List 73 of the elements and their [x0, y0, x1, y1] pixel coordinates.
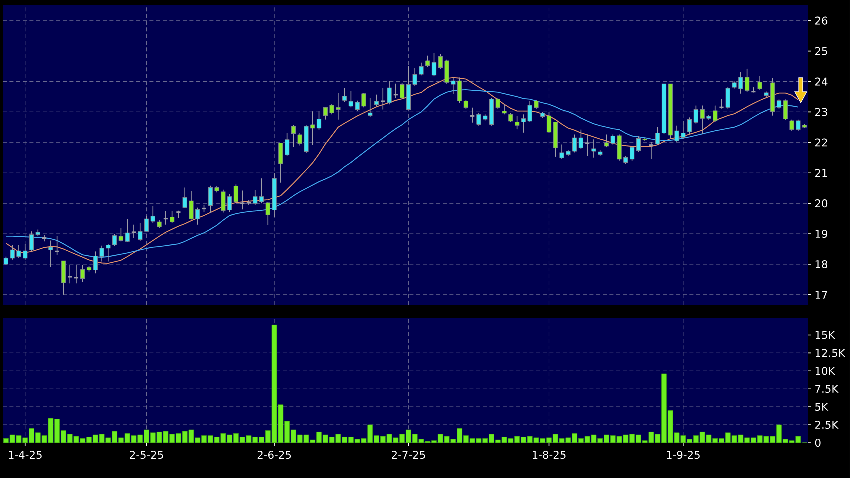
- y-tick-label: 12.5K: [816, 349, 846, 358]
- candlestick: [380, 88, 386, 110]
- candlestick: [502, 104, 507, 116]
- candlestick: [470, 108, 476, 124]
- y-tick-label: 7.5K: [816, 385, 839, 394]
- y-tick-label: 18: [816, 260, 828, 269]
- x-tick-label: 1-4-25: [9, 451, 42, 460]
- candlestick: [48, 240, 54, 268]
- candlestick: [648, 142, 654, 160]
- candlestick: [54, 236, 60, 256]
- candlestick: [163, 211, 169, 226]
- candlestick: [61, 260, 66, 296]
- candlestick: [253, 190, 258, 206]
- candlestick: [316, 111, 322, 130]
- candlestick: [604, 134, 610, 148]
- candlestick: [234, 184, 239, 204]
- candlestick: [144, 216, 150, 232]
- x-tick-label: 2-5-25: [130, 451, 164, 460]
- x-tick-label: 1-8-25: [533, 451, 566, 460]
- y-tick-label: 0: [815, 438, 821, 448]
- candlestick: [374, 94, 380, 107]
- candlestick: [687, 117, 692, 136]
- candlestick: [776, 99, 782, 110]
- candlestick: [400, 82, 405, 100]
- candlestick: [426, 55, 430, 68]
- candlestick: [170, 211, 175, 224]
- x-tick-label: 2-6-25: [258, 451, 292, 460]
- candlestick: [783, 99, 788, 121]
- candlestick: [514, 116, 520, 130]
- candlestick: [419, 62, 424, 76]
- candlestick: [546, 112, 552, 134]
- candlestick: [42, 234, 48, 242]
- candlestick: [240, 190, 246, 210]
- candlestick: [578, 129, 584, 150]
- y-tick-label: 24: [815, 78, 828, 86]
- candlestick: [432, 53, 437, 77]
- y-tick-label: 17: [816, 291, 828, 299]
- candlestick: [74, 264, 80, 284]
- candlestick: [138, 222, 143, 242]
- candlestick: [592, 139, 596, 158]
- y-tick-label: 21: [815, 169, 828, 178]
- candlestick: [758, 76, 762, 91]
- candlestick: [393, 83, 399, 99]
- candlestick: [67, 264, 73, 284]
- y-tick-label: 25: [815, 47, 828, 56]
- candlestick: [80, 264, 86, 283]
- candlestick: [112, 234, 118, 247]
- candlestick: [259, 178, 264, 204]
- y-tick-label: 22: [815, 138, 828, 147]
- x-tick-label: 1-9-25: [667, 451, 700, 460]
- y-tick-label: 2.5K: [815, 420, 839, 430]
- candlestick: [29, 231, 34, 252]
- x-tick-label: 2-7-25: [392, 451, 426, 460]
- candlestick: [368, 98, 373, 118]
- candlestick: [496, 98, 500, 110]
- candlestick: [726, 86, 730, 110]
- candlestick: [464, 100, 469, 110]
- candlestick: [508, 113, 514, 123]
- y-tick-label: 15K: [816, 331, 836, 340]
- y-tick-label: 19: [816, 230, 828, 238]
- candlestick: [387, 81, 392, 105]
- y-tick-label: 10K: [816, 367, 836, 376]
- y-tick-label: 26: [815, 16, 828, 25]
- candlestick: [291, 124, 296, 148]
- candlestick: [656, 127, 660, 146]
- y-tick-label: 23: [815, 108, 828, 116]
- candlestick: [342, 88, 348, 103]
- y-tick-label: 5K: [816, 403, 829, 412]
- y-tick-label: 20: [815, 200, 828, 208]
- candlestick: [150, 206, 156, 224]
- candlestick: [131, 224, 137, 239]
- candlestick: [584, 134, 590, 157]
- candlestick: [718, 99, 725, 110]
